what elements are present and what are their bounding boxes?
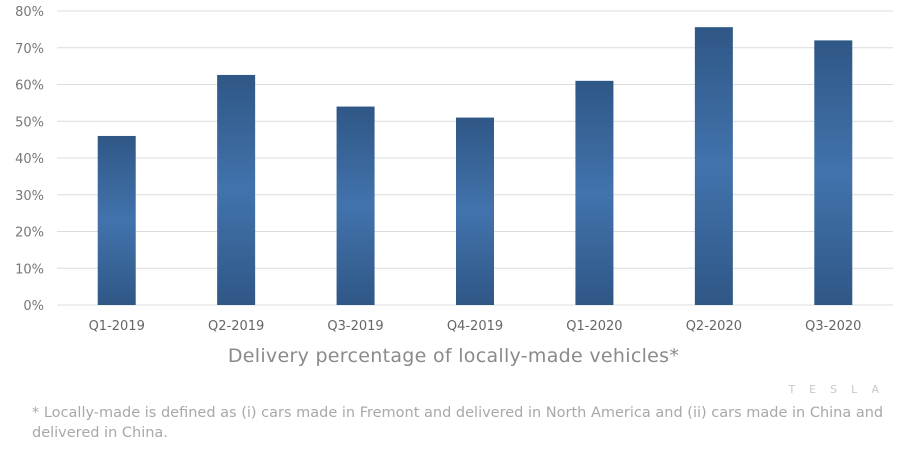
- bar: [814, 40, 853, 306]
- bar: [217, 74, 256, 305]
- bar: [456, 117, 494, 305]
- y-tick-label: 0%: [23, 299, 44, 314]
- bar: [336, 106, 375, 305]
- x-tick-label: Q2-2020: [686, 319, 742, 334]
- y-tick-label: 70%: [15, 42, 44, 57]
- y-tick-label: 50%: [15, 115, 44, 130]
- bar: [694, 27, 733, 305]
- x-tick-label: Q1-2020: [566, 319, 622, 334]
- chart-title: Delivery percentage of locally-made vehi…: [227, 345, 680, 367]
- y-tick-label: 40%: [15, 152, 44, 167]
- x-tick-label: Q2-2019: [208, 319, 264, 334]
- y-tick-label: 60%: [15, 79, 44, 94]
- x-tick-label: Q3-2019: [327, 319, 383, 334]
- bar: [97, 135, 136, 305]
- bar: [575, 80, 614, 305]
- bar-chart: 0% 10% 20% 30% 40% 50% 60% 70% 80% Q1-2019 Q2-2019…: [15, 5, 893, 334]
- x-tick-label: Q1-2019: [89, 319, 145, 334]
- y-tick-label: 80%: [15, 5, 44, 20]
- footnote: * Locally-made is defined as (i) cars ma…: [32, 405, 884, 441]
- x-tick-label: Q3-2020: [805, 319, 861, 334]
- y-tick-label: 20%: [15, 226, 44, 241]
- x-tick-label: Q4-2019: [447, 319, 503, 334]
- tesla-logo: TESLA: [788, 383, 893, 396]
- y-tick-label: 30%: [15, 189, 44, 204]
- y-tick-label: 10%: [15, 262, 44, 277]
